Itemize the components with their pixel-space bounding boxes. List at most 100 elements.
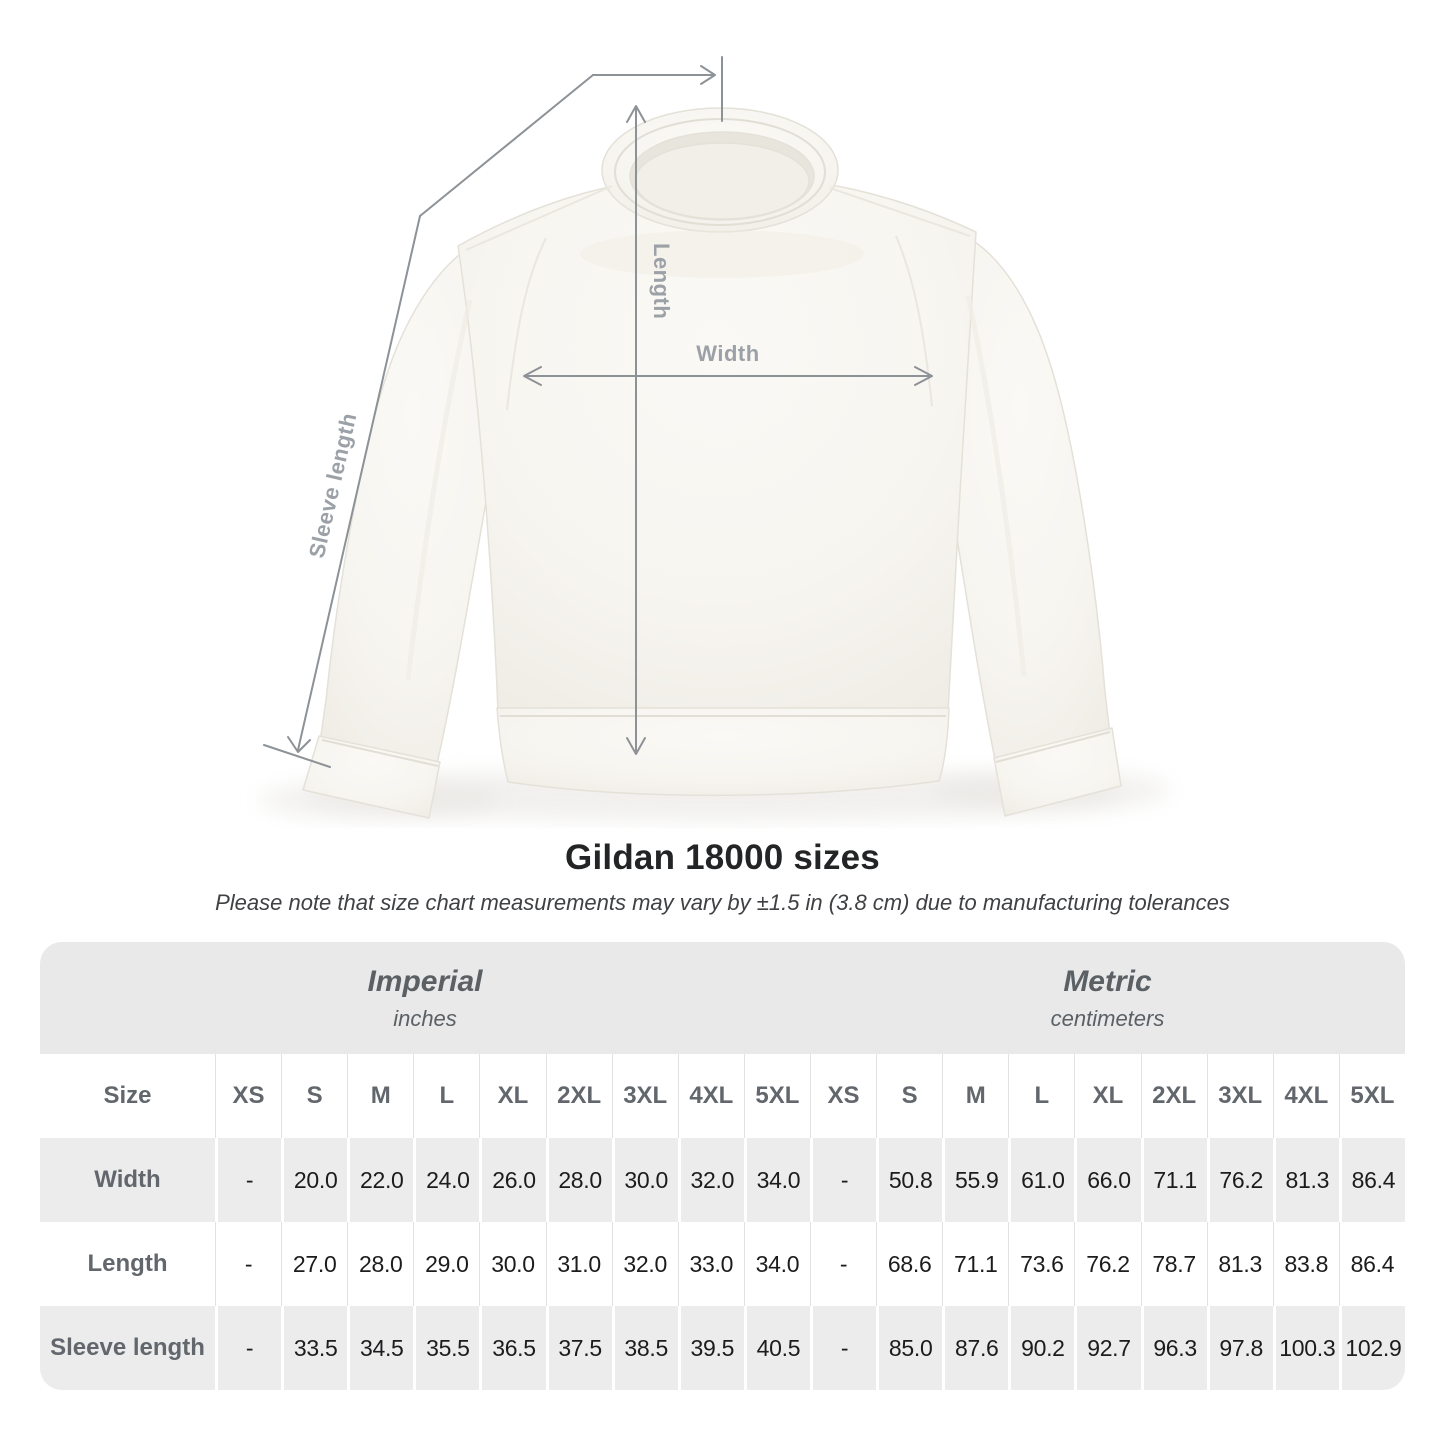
table-cell: - — [215, 1222, 281, 1306]
size-col-header: 5XL — [743, 1054, 810, 1138]
length-row: Length - 27.0 28.0 29.0 30.0 31.0 32.0 3… — [40, 1222, 1405, 1306]
table-cell: 26.0 — [479, 1138, 546, 1222]
table-cell: 86.4 — [1338, 1138, 1405, 1222]
table-cell: 61.0 — [1008, 1138, 1075, 1222]
table-cell: 32.0 — [611, 1222, 678, 1306]
length-arrow — [626, 105, 646, 755]
size-col-header: XS — [215, 1054, 281, 1138]
table-cell: 36.5 — [479, 1306, 546, 1390]
size-row-label: Size — [103, 1082, 152, 1109]
metric-header: Metric centimeters — [810, 942, 1405, 1054]
table-cell: 96.3 — [1140, 1306, 1207, 1390]
sweatshirt-graphic — [302, 107, 1122, 819]
page-title: Gildan 18000 sizes — [565, 838, 880, 877]
width-label: Width — [696, 341, 759, 366]
table-cell: 81.3 — [1206, 1222, 1273, 1306]
size-col-header: XL — [1074, 1054, 1140, 1138]
table-cell: 33.0 — [677, 1222, 744, 1306]
table-cell: 38.5 — [611, 1306, 678, 1390]
row-label: Sleeve length — [40, 1306, 215, 1390]
table-cell: - — [810, 1138, 877, 1222]
product-photo-section: Length Width Sleeve length — [260, 56, 1170, 821]
measurement-annotations — [263, 56, 933, 768]
size-col-header: XL — [479, 1054, 545, 1138]
table-cell: 30.0 — [611, 1138, 678, 1222]
table-cell: 85.0 — [876, 1306, 943, 1390]
table-cell: - — [810, 1306, 877, 1390]
table-cell: - — [215, 1138, 282, 1222]
table-cell: 87.6 — [942, 1306, 1009, 1390]
table-cell: 78.7 — [1140, 1222, 1207, 1306]
size-col-header: XS — [810, 1054, 876, 1138]
size-table: Imperial inches Metric centimeters Size … — [40, 942, 1405, 1390]
size-col-header: 3XL — [1206, 1054, 1273, 1138]
table-cell: 28.0 — [347, 1222, 413, 1306]
table-cell: 76.2 — [1074, 1222, 1140, 1306]
table-cell: 71.1 — [1140, 1138, 1207, 1222]
length-label: Length — [649, 243, 674, 319]
size-col-header: S — [281, 1054, 347, 1138]
size-col-header: M — [347, 1054, 413, 1138]
table-cell: 73.6 — [1008, 1222, 1074, 1306]
size-header-row: Size XS S M L XL 2XL 3XL 4XL 5XL XS S M … — [40, 1054, 1405, 1138]
table-cell: 32.0 — [677, 1138, 744, 1222]
size-col-header: S — [876, 1054, 942, 1138]
unit-group-unit: centimeters — [1050, 1005, 1165, 1031]
size-col-header: L — [413, 1054, 479, 1138]
table-cell: 35.5 — [413, 1306, 480, 1390]
table-cell: 34.5 — [347, 1306, 414, 1390]
table-cell: 102.9 — [1338, 1306, 1405, 1390]
top-reference-arrow — [419, 56, 723, 217]
table-cell: 76.2 — [1206, 1138, 1273, 1222]
tolerance-note: Please note that size chart measurements… — [215, 890, 1230, 915]
size-col-header: 5XL — [1338, 1054, 1405, 1138]
table-cell: 68.6 — [876, 1222, 942, 1306]
unit-group-unit: inches — [393, 1005, 457, 1031]
unit-group-name: Metric — [1063, 964, 1152, 998]
table-cell: 29.0 — [413, 1222, 479, 1306]
table-cell: 92.7 — [1074, 1306, 1141, 1390]
table-cell: 34.0 — [743, 1222, 810, 1306]
table-cell: 50.8 — [876, 1138, 943, 1222]
table-cell: 90.2 — [1008, 1306, 1075, 1390]
size-col-header: 4XL — [677, 1054, 744, 1138]
unit-group-name: Imperial — [367, 964, 483, 998]
table-cell: 34.0 — [743, 1138, 810, 1222]
table-cell: 30.0 — [479, 1222, 545, 1306]
table-cell: 28.0 — [545, 1138, 612, 1222]
table-cell: - — [215, 1306, 282, 1390]
imperial-header: Imperial inches — [40, 942, 810, 1054]
table-cell: 20.0 — [281, 1138, 348, 1222]
size-col-header: M — [942, 1054, 1008, 1138]
table-cell: 81.3 — [1272, 1138, 1339, 1222]
table-cell: 39.5 — [677, 1306, 744, 1390]
row-label: Length — [87, 1250, 168, 1277]
table-cell: 100.3 — [1272, 1306, 1339, 1390]
table-cell: 24.0 — [413, 1138, 480, 1222]
sleeve-length-row: Sleeve length - 33.5 34.5 35.5 36.5 37.5… — [40, 1306, 1405, 1390]
row-label: Width — [40, 1138, 215, 1222]
table-cell: 71.1 — [942, 1222, 1008, 1306]
size-col-header: 2XL — [1140, 1054, 1207, 1138]
fabric-seams — [321, 118, 1111, 767]
size-col-header: 4XL — [1272, 1054, 1339, 1138]
width-arrow — [523, 366, 933, 386]
table-cell: 22.0 — [347, 1138, 414, 1222]
table-cell: 55.9 — [942, 1138, 1009, 1222]
width-row: Width - 20.0 22.0 24.0 26.0 28.0 30.0 32… — [40, 1138, 1405, 1222]
sleeve-length-arrow — [263, 215, 421, 768]
table-cell: 31.0 — [545, 1222, 612, 1306]
table-cell: 97.8 — [1206, 1306, 1273, 1390]
table-cell: 66.0 — [1074, 1138, 1141, 1222]
sweatshirt-diagram: Length Width Sleeve length — [260, 56, 1170, 821]
size-col-header: 3XL — [611, 1054, 678, 1138]
table-cell: 37.5 — [545, 1306, 612, 1390]
unit-header-row: Imperial inches Metric centimeters — [40, 942, 1405, 1054]
table-cell: 86.4 — [1338, 1222, 1405, 1306]
size-col-header: 2XL — [545, 1054, 612, 1138]
table-cell: 83.8 — [1272, 1222, 1339, 1306]
table-cell: - — [810, 1222, 876, 1306]
table-cell: 40.5 — [743, 1306, 810, 1390]
table-cell: 27.0 — [281, 1222, 347, 1306]
